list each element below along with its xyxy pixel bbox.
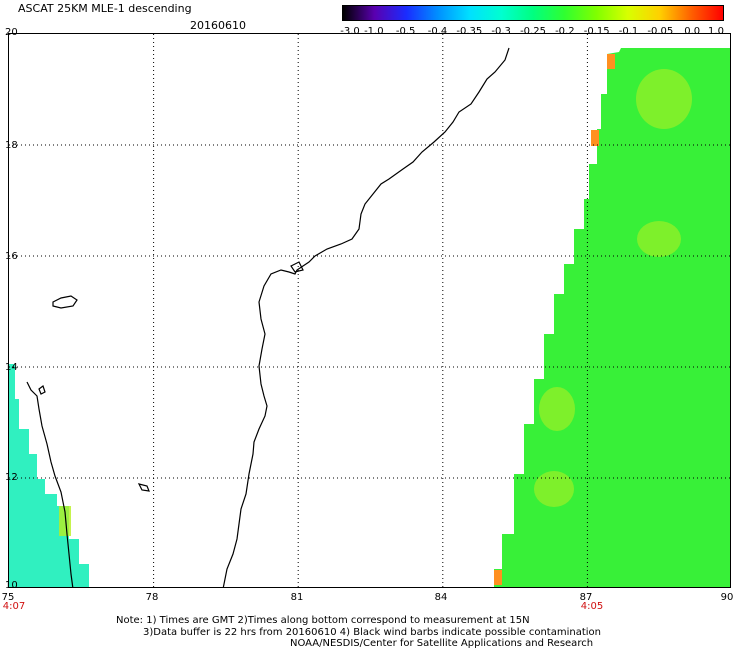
x-tick-label: 87 bbox=[579, 592, 593, 603]
y-tick-label: 12 bbox=[5, 472, 18, 483]
east-swath-patch bbox=[539, 387, 575, 431]
colorbar-tick-label: -0.25 bbox=[520, 26, 546, 37]
y-tick-label: 10 bbox=[5, 580, 18, 591]
colorbar-tick-label: 0.0 bbox=[684, 26, 701, 37]
island-outline bbox=[290, 261, 304, 273]
east-swath-patch bbox=[534, 471, 574, 507]
x-tick-label: 78 bbox=[145, 592, 159, 603]
x-tick-label: 81 bbox=[290, 592, 304, 603]
note-line-3: NOAA/NESDIS/Center for Satellite Applica… bbox=[290, 638, 594, 649]
colorbar-tick-label: -0.05 bbox=[647, 26, 674, 37]
y-tick-label: 16 bbox=[5, 251, 18, 262]
east-swath-edge bbox=[494, 570, 502, 585]
colorbar-labels: -3.0 -1.0 -0.5 -0.4 -0.35 -0.3 -0.25 -0.2 -0.15-… bbox=[340, 26, 724, 38]
map-date: 20160610 bbox=[190, 19, 246, 32]
colorbar-tick-label: -3.0 bbox=[340, 26, 360, 37]
coastline-india-east bbox=[222, 47, 510, 587]
note-line-2: 3)Data buffer is 22 hrs from 20160610 4)… bbox=[143, 627, 601, 638]
colorbar-tick-label: -0.2 bbox=[555, 26, 575, 37]
west-swath bbox=[9, 364, 89, 587]
colorbar bbox=[342, 5, 724, 21]
y-tick-label: 20 bbox=[5, 27, 18, 38]
colorbar-tick-label: 1.0 bbox=[708, 26, 724, 37]
east-swath-patch bbox=[636, 69, 692, 129]
colorbar-tick-label: -0.1 bbox=[618, 26, 639, 37]
coastline-sri-lanka bbox=[26, 381, 74, 587]
east-swath-edge bbox=[607, 54, 615, 69]
colorbar-tick-label: -0.15 bbox=[583, 26, 610, 37]
map-panel bbox=[8, 33, 731, 588]
colorbar-tick-label: -0.4 bbox=[427, 26, 448, 37]
time-label-right: 4:05 bbox=[580, 601, 604, 612]
island-outline bbox=[137, 483, 150, 492]
east-swath-edge bbox=[591, 130, 599, 146]
x-tick-label: 75 bbox=[1, 592, 15, 603]
west-swath-patch bbox=[59, 506, 71, 536]
east-swath bbox=[494, 48, 730, 587]
colorbar-tick-label: -0.3 bbox=[491, 26, 511, 37]
time-label-left: 4:07 bbox=[2, 601, 26, 612]
map-canvas bbox=[9, 34, 730, 587]
y-tick-label: 14 bbox=[5, 362, 18, 373]
note-line-1: Note: 1) Times are GMT 2)Times along bot… bbox=[116, 615, 530, 626]
grid-lines bbox=[9, 34, 730, 587]
colorbar-tick-label: -0.5 bbox=[395, 26, 416, 37]
colorbar-tick-label: -1.0 bbox=[364, 26, 384, 37]
colorbar-tick-label: -0.35 bbox=[456, 26, 483, 37]
island-outline bbox=[52, 295, 78, 309]
y-tick-label: 18 bbox=[5, 140, 18, 151]
x-tick-label: 90 bbox=[720, 592, 734, 603]
island-outline bbox=[38, 385, 46, 395]
map-title: ASCAT 25KM MLE-1 descending bbox=[18, 2, 192, 15]
x-tick-label: 84 bbox=[434, 592, 448, 603]
east-swath-patch bbox=[637, 221, 681, 257]
